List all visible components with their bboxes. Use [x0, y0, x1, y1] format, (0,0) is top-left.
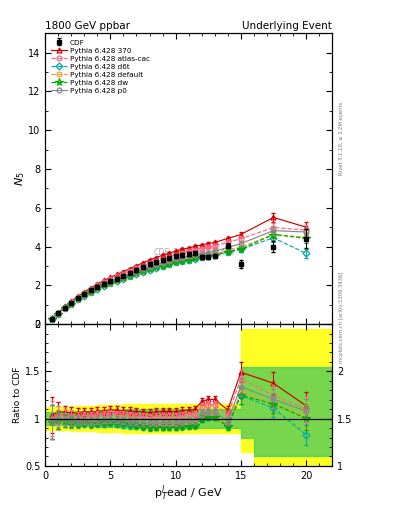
Text: Rivet 3.1.10, ≥ 3.2M events: Rivet 3.1.10, ≥ 3.2M events [339, 101, 344, 175]
Text: CDF_2001_S4751469: CDF_2001_S4751469 [153, 247, 235, 256]
Y-axis label: $N_5$: $N_5$ [13, 172, 27, 186]
Text: Underlying Event: Underlying Event [242, 21, 332, 31]
X-axis label: p$_T^l$ead / GeV: p$_T^l$ead / GeV [154, 483, 223, 503]
Legend: CDF, Pythia 6.428 370, Pythia 6.428 atlas-cac, Pythia 6.428 d6t, Pythia 6.428 de: CDF, Pythia 6.428 370, Pythia 6.428 atla… [49, 37, 152, 96]
Text: mcplots.cern.ch [arXiv:1306.3436]: mcplots.cern.ch [arXiv:1306.3436] [339, 272, 344, 363]
Text: 1800 GeV ppbar: 1800 GeV ppbar [45, 21, 130, 31]
Y-axis label: Ratio to CDF: Ratio to CDF [13, 367, 22, 423]
